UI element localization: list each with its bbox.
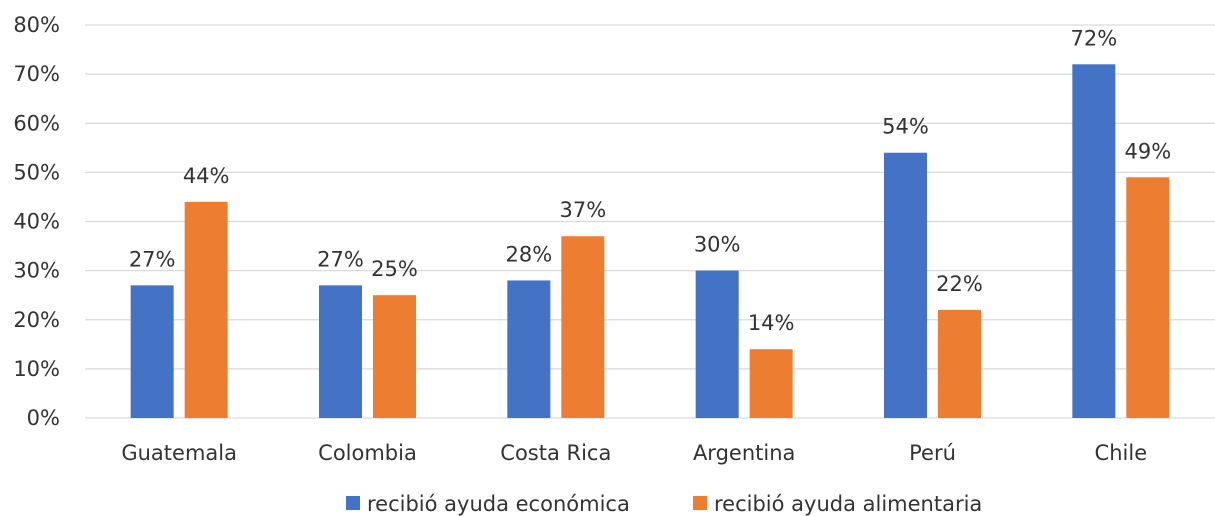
data-label: 14% (748, 311, 795, 335)
y-tick-label: 60% (13, 111, 60, 135)
data-label: 28% (505, 242, 552, 266)
data-label: 27% (129, 247, 176, 271)
data-label: 27% (317, 247, 364, 271)
data-label: 49% (1124, 139, 1171, 163)
y-tick-label: 50% (13, 160, 60, 184)
bar (184, 201, 228, 418)
bar (373, 295, 416, 418)
bar (884, 152, 927, 418)
bar (1126, 177, 1170, 418)
category-label: Perú (909, 441, 956, 465)
data-label: 54% (882, 115, 929, 139)
legend-label-economica: recibió ayuda económica (367, 492, 630, 516)
category-label: Colombia (318, 441, 417, 465)
bar (1072, 64, 1116, 419)
data-label: 44% (183, 164, 230, 188)
y-tick-label: 20% (13, 308, 60, 332)
y-tick-label: 80% (13, 13, 60, 37)
y-tick-label: 10% (13, 357, 60, 381)
bar (749, 349, 793, 418)
gridlines (85, 24, 1215, 419)
legend-swatch-economica (346, 496, 360, 510)
data-label: 30% (694, 233, 741, 257)
data-labels: 27% 44% 27% 25% 28% 37% 30% 14% 54% 22% 72% 49% (129, 26, 1171, 335)
data-label: 72% (1070, 26, 1117, 50)
data-label: 37% (559, 198, 606, 222)
legend-swatch-alimentaria (693, 496, 707, 510)
bar (695, 270, 739, 418)
data-label: 22% (936, 272, 983, 296)
legend-label-alimentaria: recibió ayuda alimentaria (714, 492, 982, 516)
category-label: Guatemala (121, 441, 237, 465)
y-tick-label: 70% (13, 62, 60, 86)
bars (130, 64, 1170, 419)
category-label: Costa Rica (500, 441, 611, 465)
category-label: Argentina (693, 441, 795, 465)
bar (507, 280, 551, 418)
bar (319, 285, 362, 418)
y-tick-label: 30% (13, 259, 60, 283)
y-tick-label: 0% (27, 406, 60, 430)
y-tick-label: 40% (13, 210, 60, 234)
category-labels: Guatemala Colombia Costa Rica Argentina Perú… (121, 441, 1147, 465)
y-axis-tick-labels: 0% 10% 20% 30% 40% 50% 60% 70% 80% (13, 13, 60, 430)
category-label: Chile (1095, 441, 1148, 465)
bar (561, 236, 605, 418)
data-label: 25% (371, 257, 418, 281)
legend: recibió ayuda económica recibió ayuda al… (346, 492, 982, 516)
bar (130, 285, 174, 418)
bar (938, 309, 981, 418)
